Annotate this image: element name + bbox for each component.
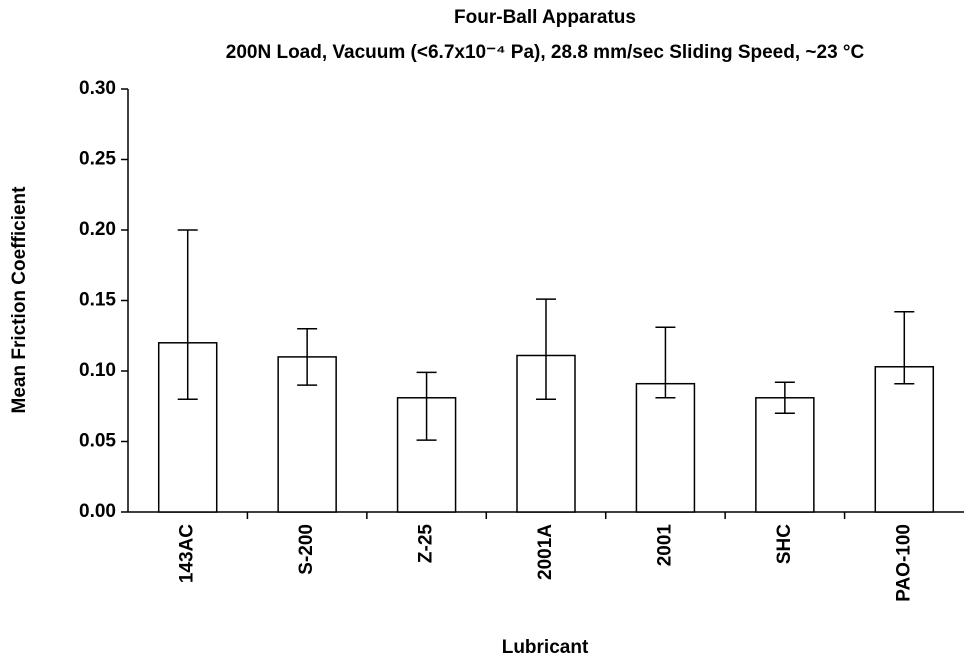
y-tick-label: 0.15 xyxy=(79,290,116,311)
y-tick-label: 0.30 xyxy=(79,78,116,99)
y-tick-label: 0.10 xyxy=(79,360,116,381)
x-tick-label: 2001 xyxy=(654,524,675,567)
bar xyxy=(755,397,815,513)
y-tick-label: 0.25 xyxy=(79,149,116,170)
x-tick-label: S-200 xyxy=(296,524,317,575)
y-tick-label: 0.00 xyxy=(79,501,116,522)
x-tick-label: Z-25 xyxy=(416,524,437,564)
bar xyxy=(635,382,696,513)
x-tick-label: PAO-100 xyxy=(893,524,914,602)
y-tick-label: 0.20 xyxy=(79,219,116,240)
x-tick-label: SHC xyxy=(774,524,795,564)
chart-title: Four-Ball Apparatus xyxy=(454,7,636,28)
x-tick-label: 2001A xyxy=(535,524,556,580)
y-tick-label: 0.05 xyxy=(79,431,116,452)
y-axis-title: Mean Friction Coefficient xyxy=(9,186,30,414)
bar xyxy=(874,366,935,513)
x-tick-label: 143AC xyxy=(177,524,198,583)
x-axis-title: Lubricant xyxy=(502,637,589,658)
chart-subtitle: 200N Load, Vacuum (<6.7x10⁻⁴ Pa), 28.8 m… xyxy=(226,42,865,63)
